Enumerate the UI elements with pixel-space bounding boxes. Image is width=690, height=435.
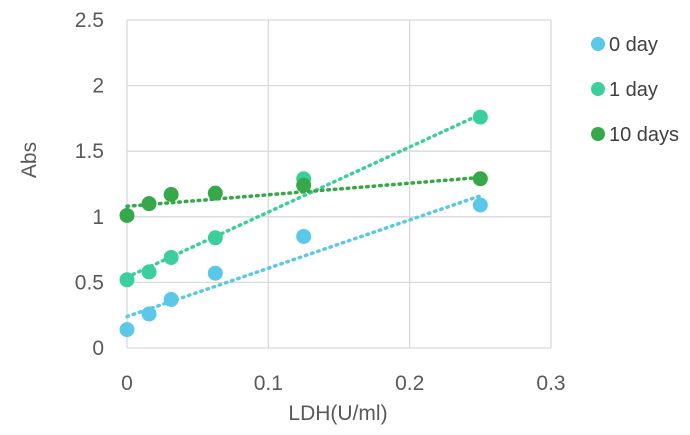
y-tick-label: 0.5 <box>75 271 104 294</box>
data-point <box>472 109 488 125</box>
data-point <box>119 207 135 223</box>
data-point <box>141 306 157 322</box>
y-tick-label: 2.5 <box>75 9 104 32</box>
data-point <box>141 264 157 280</box>
x-axis-ticks: 0 0.1 0.2 0.3 <box>121 372 565 395</box>
legend-label: 0 day <box>609 34 658 56</box>
data-point <box>296 177 312 193</box>
y-axis-title: Abs <box>18 142 41 178</box>
data-point <box>472 171 488 187</box>
data-point <box>141 196 157 212</box>
trendline <box>125 112 483 279</box>
data-point <box>163 186 179 202</box>
y-tick-label: 0 <box>92 337 104 360</box>
trendline <box>125 194 483 319</box>
data-point <box>296 228 312 244</box>
data-point <box>119 272 135 288</box>
data-point <box>207 230 223 246</box>
data-point <box>163 291 179 307</box>
legend-marker <box>591 37 605 51</box>
data-points <box>119 109 488 338</box>
data-point <box>163 249 179 265</box>
legend-marker <box>591 127 605 141</box>
legend-marker <box>591 82 605 96</box>
x-axis-title: LDH(U/ml) <box>288 402 387 425</box>
trendlines <box>125 112 483 319</box>
legend-label: 1 day <box>609 79 658 101</box>
y-axis-ticks: 0 0.5 1 1.5 2 2.5 <box>75 9 104 360</box>
y-tick-label: 2 <box>92 75 104 98</box>
x-tick-label: 0.1 <box>254 372 283 395</box>
data-point <box>119 322 135 338</box>
x-tick-label: 0 <box>121 372 133 395</box>
legend: 0 day 1 day 10 days <box>591 34 679 146</box>
data-point <box>472 197 488 213</box>
y-tick-label: 1.5 <box>75 140 104 163</box>
y-tick-label: 1 <box>92 206 104 229</box>
gridlines <box>126 19 552 349</box>
x-tick-label: 0.2 <box>395 372 424 395</box>
x-tick-label: 0.3 <box>536 372 565 395</box>
legend-label: 10 days <box>609 124 679 146</box>
data-point <box>207 185 223 201</box>
data-point <box>207 265 223 281</box>
